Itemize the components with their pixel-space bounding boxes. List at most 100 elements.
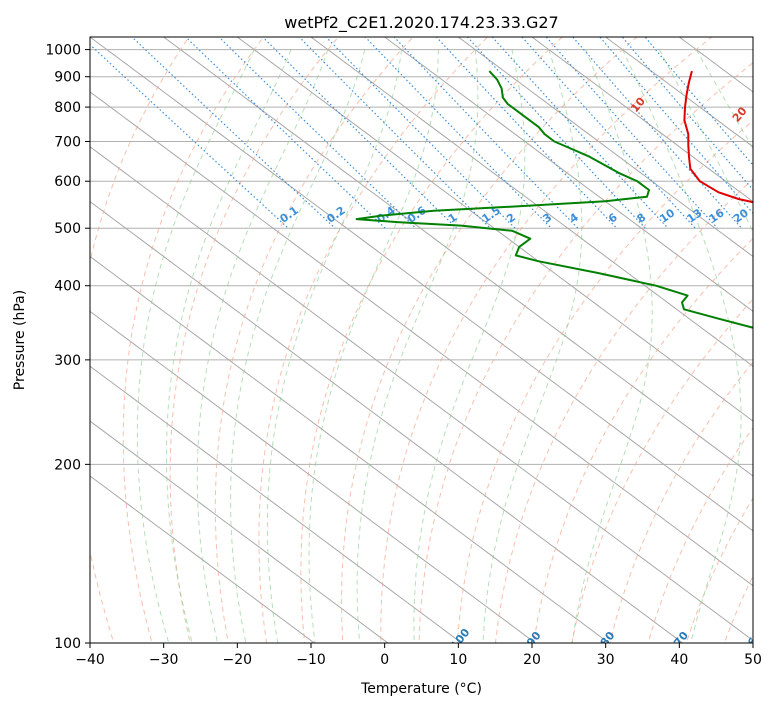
dry-adiabat-line (214, 37, 414, 643)
dry-adiabat-line (169, 37, 339, 643)
y-tick-label: 500 (54, 221, 81, 237)
temperature-profile-line (683, 70, 753, 204)
mixing-ratio-line (131, 37, 336, 229)
moist-adiabat-line (571, 49, 653, 643)
profile-lines (355, 70, 753, 329)
dry-adiabat-line (494, 178, 753, 643)
mixing-ratio-label: 2 (504, 211, 518, 226)
mixing-ratio-line (545, 37, 718, 229)
dry-adiabat-line (90, 37, 190, 643)
isotherm-line (90, 146, 753, 642)
mixing-ratio-line (184, 37, 386, 229)
isotherm-line (90, 310, 537, 643)
mixing-ratio-label: 10 (657, 206, 677, 226)
y-tick-label: 300 (54, 353, 81, 369)
x-tick-label: 20 (523, 652, 541, 668)
isotherm-label: -60 (742, 629, 765, 653)
moist-adiabat-line (136, 49, 255, 643)
isotherm-line (310, 37, 753, 367)
mixing-ratio-label: 6 (606, 210, 620, 225)
mixing-ratio-line (218, 37, 417, 229)
y-tick-label: 400 (54, 279, 81, 295)
mixing-ratio-line (298, 37, 491, 229)
x-tick-label: −20 (223, 652, 253, 668)
y-tick-label: 800 (54, 100, 81, 116)
x-tick-label: 50 (744, 652, 762, 668)
dry-adiabat-line (380, 37, 713, 643)
isotherm-line (90, 37, 753, 532)
isotherm-line (457, 37, 753, 258)
plot-frame (89, 36, 754, 644)
moist-adiabat-line (266, 49, 402, 643)
moist-adiabat-line (230, 49, 366, 643)
y-tick-label: 700 (54, 134, 81, 150)
dry-adiabat-line (723, 574, 753, 643)
mixing-ratio-line (572, 37, 743, 229)
mixing-ratio-line (435, 37, 618, 229)
dry-adiabat-line (609, 361, 753, 643)
mixing-ratio-line (491, 37, 669, 229)
x-axis-title: Temperature (°C) (360, 681, 482, 697)
isotherm-line (604, 37, 753, 148)
isotherm-line (162, 37, 753, 477)
dry-adiabat-line (571, 298, 753, 643)
mixing-ratio-label: 3 (541, 211, 555, 226)
axes: −40 −30 −20 −10 0 10 20 30 40 5010020030040050060… (45, 43, 762, 668)
x-tick-label: −40 (75, 652, 105, 668)
mixing-ratio-line (325, 37, 516, 229)
moist-adiabat-line (356, 49, 479, 643)
y-tick-label: 200 (54, 457, 81, 473)
reference-line-labels: 0.10.20.40.611.52346810131620253036-100-… (278, 95, 775, 653)
isotherm-label: -70 (669, 629, 692, 653)
chart-title: wetPf2_C2E1.2020.174.23.33.G27 (284, 13, 558, 33)
isotherm-line (752, 37, 753, 38)
isotherm-line (383, 37, 753, 313)
mixing-ratio-label: 20 (731, 206, 751, 226)
isotherm-line (90, 475, 316, 643)
isotherm-line (90, 91, 753, 587)
x-tick-label: 40 (670, 652, 688, 668)
moist-adiabat-line (196, 49, 329, 643)
isotherm-label: -80 (595, 629, 618, 653)
moist-adiabat-line (166, 49, 292, 643)
dry-adiabat-line (685, 497, 753, 643)
moist-adiabat-line (695, 49, 753, 150)
isotherm-line (678, 37, 753, 93)
y-axis-title: Pressure (hPa) (12, 290, 28, 390)
mixing-ratio-label: 0.1 (278, 204, 301, 226)
y-tick-label: 600 (54, 174, 81, 190)
moist-adiabat-line (622, 49, 742, 643)
mixing-ratio-line (261, 37, 457, 229)
mixing-ratio-line (621, 37, 753, 191)
x-tick-label: 30 (597, 652, 615, 668)
isotherm-label: -90 (521, 629, 544, 653)
mixing-ratio-line (466, 37, 646, 229)
mixing-ratio-line (521, 37, 696, 229)
y-tick-label: 900 (54, 70, 81, 86)
dry-adiabat-label: 10 (628, 95, 648, 115)
moist-adiabat-line (658, 49, 753, 233)
mixing-ratio-label: 0.2 (324, 204, 347, 226)
dry-adiabat-line (752, 25, 775, 670)
y-tick-label: 100 (54, 636, 81, 652)
x-tick-label: −10 (296, 652, 326, 668)
mixing-ratio-line (393, 37, 579, 229)
dry-adiabat-line (122, 37, 265, 643)
mixing-ratio-label: 4 (567, 210, 581, 225)
dry-adiabat-line (340, 37, 638, 643)
mixing-ratio-line (599, 37, 753, 215)
dry-adiabat-line (418, 62, 753, 643)
mixing-ratio-label: 13 (685, 206, 705, 225)
x-tick-label: 10 (449, 652, 467, 668)
mixing-ratio-label: 25 (756, 206, 775, 225)
y-tick-label: 1000 (45, 43, 81, 59)
x-tick-label: −30 (149, 652, 179, 668)
dewpoint-profile-line (355, 70, 753, 329)
mixing-ratio-line (364, 37, 552, 229)
mixing-ratio-label: 1 (446, 211, 460, 226)
dry-adiabat-line (647, 426, 753, 643)
isotherm-line (236, 37, 753, 422)
isotherm-line (90, 200, 684, 643)
